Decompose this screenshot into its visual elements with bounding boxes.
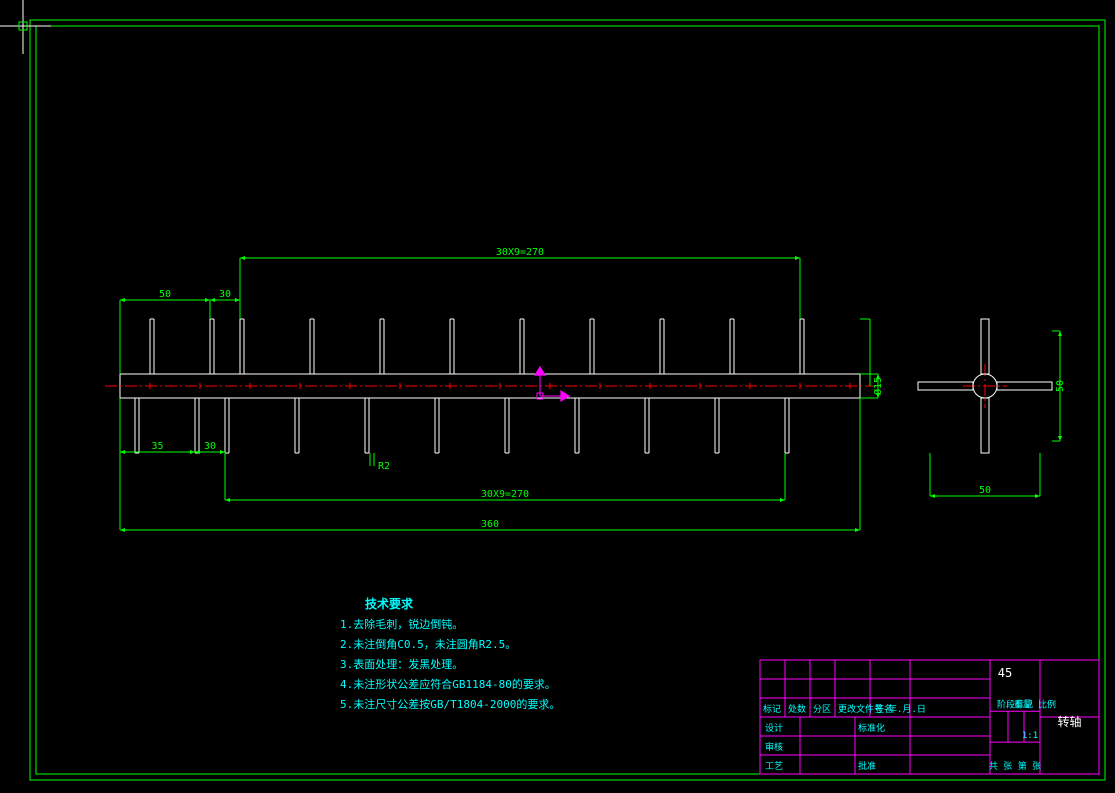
svg-text:Ø15: Ø15 — [872, 377, 884, 395]
svg-text:共 张 第 张: 共 张 第 张 — [989, 760, 1041, 772]
svg-text:30: 30 — [204, 441, 216, 452]
ucs-icon — [534, 366, 570, 402]
svg-text:1:1: 1:1 — [1022, 731, 1038, 741]
svg-text:重量: 重量 — [1014, 698, 1032, 710]
end-view — [918, 319, 1052, 453]
svg-text:设计: 设计 — [765, 722, 783, 734]
svg-text:标记: 标记 — [763, 703, 781, 715]
svg-text:处数: 处数 — [788, 703, 806, 715]
svg-text:360: 360 — [481, 519, 499, 530]
tech-notes: 技术要求 1.去除毛刺，锐边倒钝。 2.未注倒角C0.5，未注圆角R2.5。 3.表面… — [340, 596, 560, 711]
svg-text:年.月.日: 年.月.日 — [888, 703, 926, 715]
svg-text:批准: 批准 — [858, 760, 876, 772]
svg-text:5.未注尺寸公差按GB/T1804-2000的要求。: 5.未注尺寸公差按GB/T1804-2000的要求。 — [340, 697, 560, 711]
svg-text:50: 50 — [979, 485, 991, 496]
svg-text:30: 30 — [219, 289, 231, 300]
svg-text:30X9=270: 30X9=270 — [481, 489, 529, 500]
svg-text:30X9=270: 30X9=270 — [496, 247, 544, 258]
svg-text:50: 50 — [159, 289, 171, 300]
svg-text:2.未注倒角C0.5，未注圆角R2.5。: 2.未注倒角C0.5，未注圆角R2.5。 — [340, 637, 516, 651]
drawing-frame-outer — [30, 20, 1105, 780]
svg-text:45: 45 — [998, 666, 1012, 680]
svg-text:工艺: 工艺 — [765, 761, 783, 772]
title-block: 标记处数分区更改文件号签名年.月.日设计标准化审核工艺批准阶段标记重量比例1:1… — [760, 660, 1099, 774]
main-view — [105, 319, 875, 453]
svg-text:比例: 比例 — [1038, 698, 1056, 710]
svg-text:1.去除毛刺，锐边倒钝。: 1.去除毛刺，锐边倒钝。 — [340, 617, 463, 631]
svg-text:3.表面处理：发黑处理。: 3.表面处理：发黑处理。 — [340, 657, 463, 671]
svg-text:4.未注形状公差应符合GB1184-80的要求。: 4.未注形状公差应符合GB1184-80的要求。 — [340, 677, 556, 691]
svg-text:审核: 审核 — [765, 741, 783, 753]
svg-text:转轴: 转轴 — [1057, 714, 1081, 729]
svg-text:技术要求: 技术要求 — [365, 596, 414, 611]
svg-text:R2: R2 — [378, 461, 390, 472]
svg-text:标准化: 标准化 — [858, 722, 885, 734]
svg-text:50: 50 — [1055, 380, 1066, 392]
svg-text:35: 35 — [151, 441, 163, 452]
svg-text:分区: 分区 — [813, 704, 831, 715]
